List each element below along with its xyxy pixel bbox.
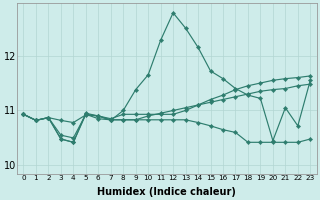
- X-axis label: Humidex (Indice chaleur): Humidex (Indice chaleur): [98, 187, 236, 197]
